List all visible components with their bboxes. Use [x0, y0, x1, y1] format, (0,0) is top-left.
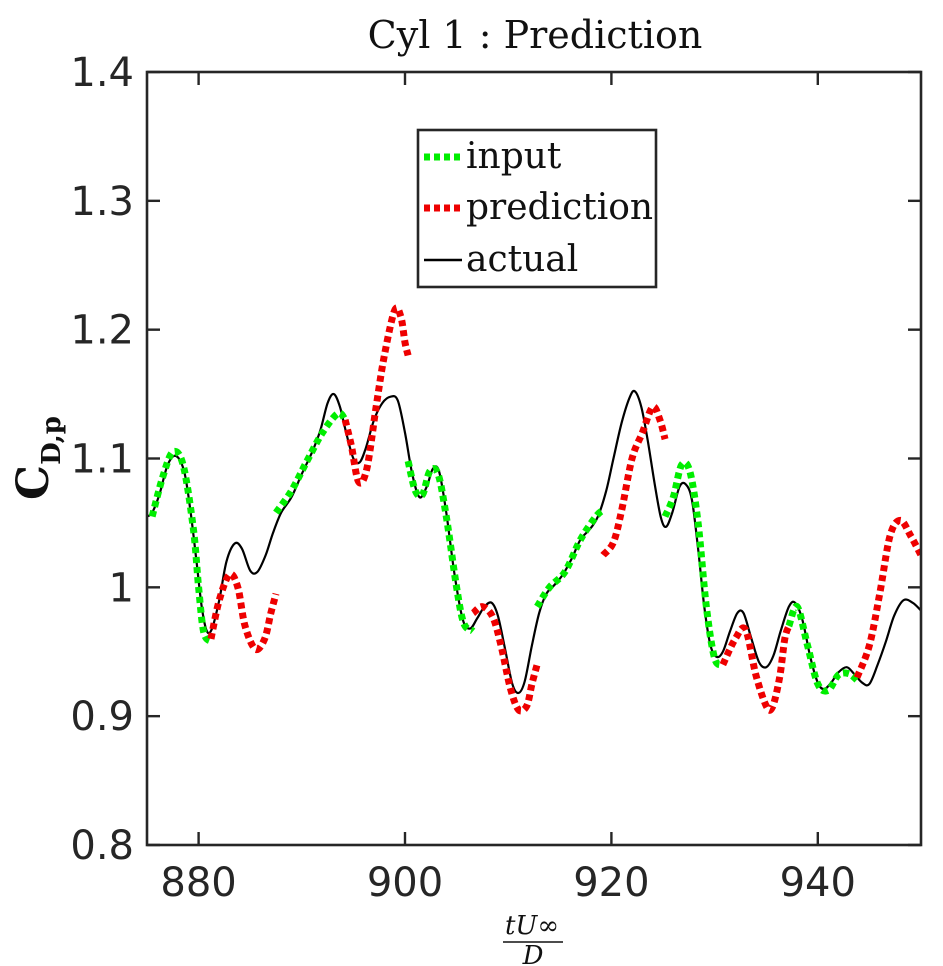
y-tick-label: 1.2: [70, 308, 134, 354]
x-tick-label: 940: [780, 860, 856, 906]
y-tick-label: 1.1: [70, 437, 134, 483]
x-tick-label: 900: [367, 860, 443, 906]
series-line-prediction: [207, 570, 280, 654]
y-tick-label: 0.8: [70, 823, 134, 869]
plot-area: [147, 304, 921, 715]
svg-text:CD,p: CD,p: [8, 416, 67, 500]
y-axis-label: CD,p: [8, 416, 67, 500]
series-line-prediction: [853, 516, 921, 679]
y-axis-label-main: C: [8, 465, 59, 500]
y-axis-label-sub: D,p: [37, 416, 67, 465]
series-line-input: [273, 409, 348, 515]
legend-label-input: input: [466, 136, 562, 177]
legend-label-prediction: prediction: [466, 187, 653, 228]
series-line-prediction: [341, 304, 412, 487]
y-tick-label: 1: [109, 565, 134, 611]
series-layer: [147, 304, 921, 715]
y-tick-label: 0.9: [70, 694, 134, 740]
series-line-input: [661, 459, 725, 669]
series-line-input: [785, 602, 860, 695]
y-tick-label: 1.4: [70, 50, 134, 96]
y-tick-label: 1.3: [70, 179, 134, 225]
x-axis-label-numerator: tU∞: [505, 911, 559, 941]
series-line-input: [534, 507, 606, 609]
series-line-input: [148, 447, 214, 645]
x-tick-label: 880: [160, 860, 236, 906]
x-axis-label-denominator: D: [522, 941, 544, 966]
legend: input prediction actual: [416, 128, 658, 289]
axes-frame: [145, 70, 923, 847]
series-line-prediction: [600, 403, 669, 558]
series-line-input: [404, 460, 476, 635]
series-line-prediction: [470, 603, 541, 715]
x-axis-label: tU∞ D: [503, 911, 563, 966]
series-line-prediction: [719, 624, 793, 714]
tick-layer: 880 900 920 940 0.8 0.9 1 1.1 1.2 1.3 1.4: [70, 50, 921, 906]
legend-label-actual: actual: [466, 239, 578, 280]
x-tick-label: 920: [573, 860, 649, 906]
chart-title: Cyl 1 : Prediction: [368, 13, 703, 57]
series-line-actual: [147, 389, 921, 695]
